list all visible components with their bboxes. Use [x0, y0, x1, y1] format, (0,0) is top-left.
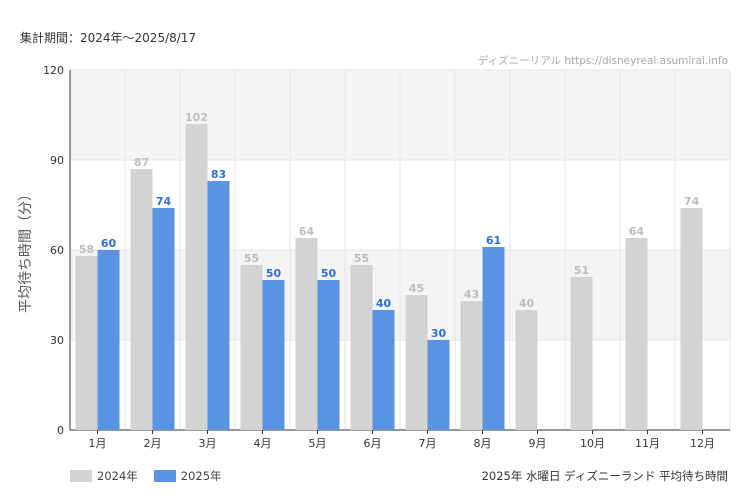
- bar-2024-5: [295, 238, 318, 430]
- data-label-2025-4: 50: [266, 267, 282, 280]
- bar-2025-3: [207, 181, 230, 430]
- x-tick-label: 5月: [309, 437, 327, 450]
- legend-swatch-2025: [153, 470, 176, 482]
- x-tick-label: 1月: [89, 437, 107, 450]
- bar-2024-7: [405, 295, 428, 430]
- bar-2024-4: [240, 265, 263, 430]
- bar-2025-1: [97, 250, 120, 430]
- legend: 2024年 2025年: [70, 468, 238, 484]
- data-label-2025-8: 61: [486, 234, 501, 247]
- data-label-2024-12: 74: [684, 195, 700, 208]
- y-tick-label: 30: [50, 334, 64, 347]
- y-tick-label: 120: [43, 64, 64, 77]
- data-label-2024-1: 58: [79, 243, 94, 256]
- watermark: ディズニーリアル https://disneyreal.asumirai.inf…: [477, 55, 728, 67]
- data-label-2024-11: 64: [629, 225, 645, 238]
- x-tick-label: 8月: [474, 437, 492, 450]
- data-label-2024-9: 40: [519, 297, 535, 310]
- bar-2025-7: [427, 340, 450, 430]
- data-label-2024-7: 45: [409, 282, 424, 295]
- legend-item-2025[interactable]: 2025年: [153, 468, 222, 484]
- x-tick-label: 3月: [199, 437, 217, 450]
- x-tick-label: 7月: [419, 437, 437, 450]
- data-label-2024-8: 43: [464, 288, 479, 301]
- data-label-2024-3: 102: [185, 111, 208, 124]
- bar-2024-9: [515, 310, 538, 430]
- data-label-2024-5: 64: [299, 225, 315, 238]
- x-tick-label: 6月: [364, 437, 382, 450]
- y-tick-label: 60: [50, 244, 64, 257]
- bar-2025-6: [372, 310, 395, 430]
- bar-2025-2: [152, 208, 175, 430]
- y-tick-label: 90: [50, 154, 64, 167]
- data-label-2024-10: 51: [574, 264, 589, 277]
- x-tick-label: 10月: [580, 437, 605, 450]
- chart-footer-title: 2025年 水曜日 ディズニーランド 平均待ち時間: [481, 469, 728, 483]
- bar-2024-8: [460, 301, 483, 430]
- legend-label-2025: 2025年: [180, 469, 222, 483]
- data-label-2025-6: 40: [376, 297, 392, 310]
- data-label-2025-3: 83: [211, 168, 226, 181]
- bar-2024-1: [75, 256, 98, 430]
- x-tick-label: 9月: [529, 437, 547, 450]
- period-label: 集計期間：2024年〜2025/8/17: [20, 31, 197, 45]
- bar-2025-4: [262, 280, 285, 430]
- bar-2024-10: [570, 277, 593, 430]
- x-tick-label: 12月: [690, 437, 715, 450]
- data-label-2025-5: 50: [321, 267, 337, 280]
- bar-2025-5: [317, 280, 340, 430]
- data-label-2025-1: 60: [101, 237, 117, 250]
- data-label-2024-6: 55: [354, 252, 369, 265]
- y-tick-label: 0: [57, 424, 64, 437]
- y-axis-label: 平均待ち時間（分）: [18, 187, 34, 313]
- legend-swatch-2024: [70, 470, 92, 482]
- data-label-2025-7: 30: [431, 327, 447, 340]
- bar-2024-3: [185, 124, 208, 430]
- bar-2024-12: [680, 208, 703, 430]
- bar-2024-6: [350, 265, 373, 430]
- data-label-2025-2: 74: [156, 195, 172, 208]
- x-tick-label: 2月: [144, 437, 162, 450]
- x-tick-label: 11月: [635, 437, 660, 450]
- legend-label-2024: 2024年: [97, 469, 138, 483]
- bar-2025-8: [482, 247, 505, 430]
- x-tick-label: 4月: [254, 437, 272, 450]
- data-label-2024-4: 55: [244, 252, 259, 265]
- bar-2024-2: [130, 169, 153, 430]
- data-label-2024-2: 87: [134, 156, 149, 169]
- bar-2024-11: [625, 238, 648, 430]
- legend-item-2024[interactable]: 2024年: [70, 468, 138, 484]
